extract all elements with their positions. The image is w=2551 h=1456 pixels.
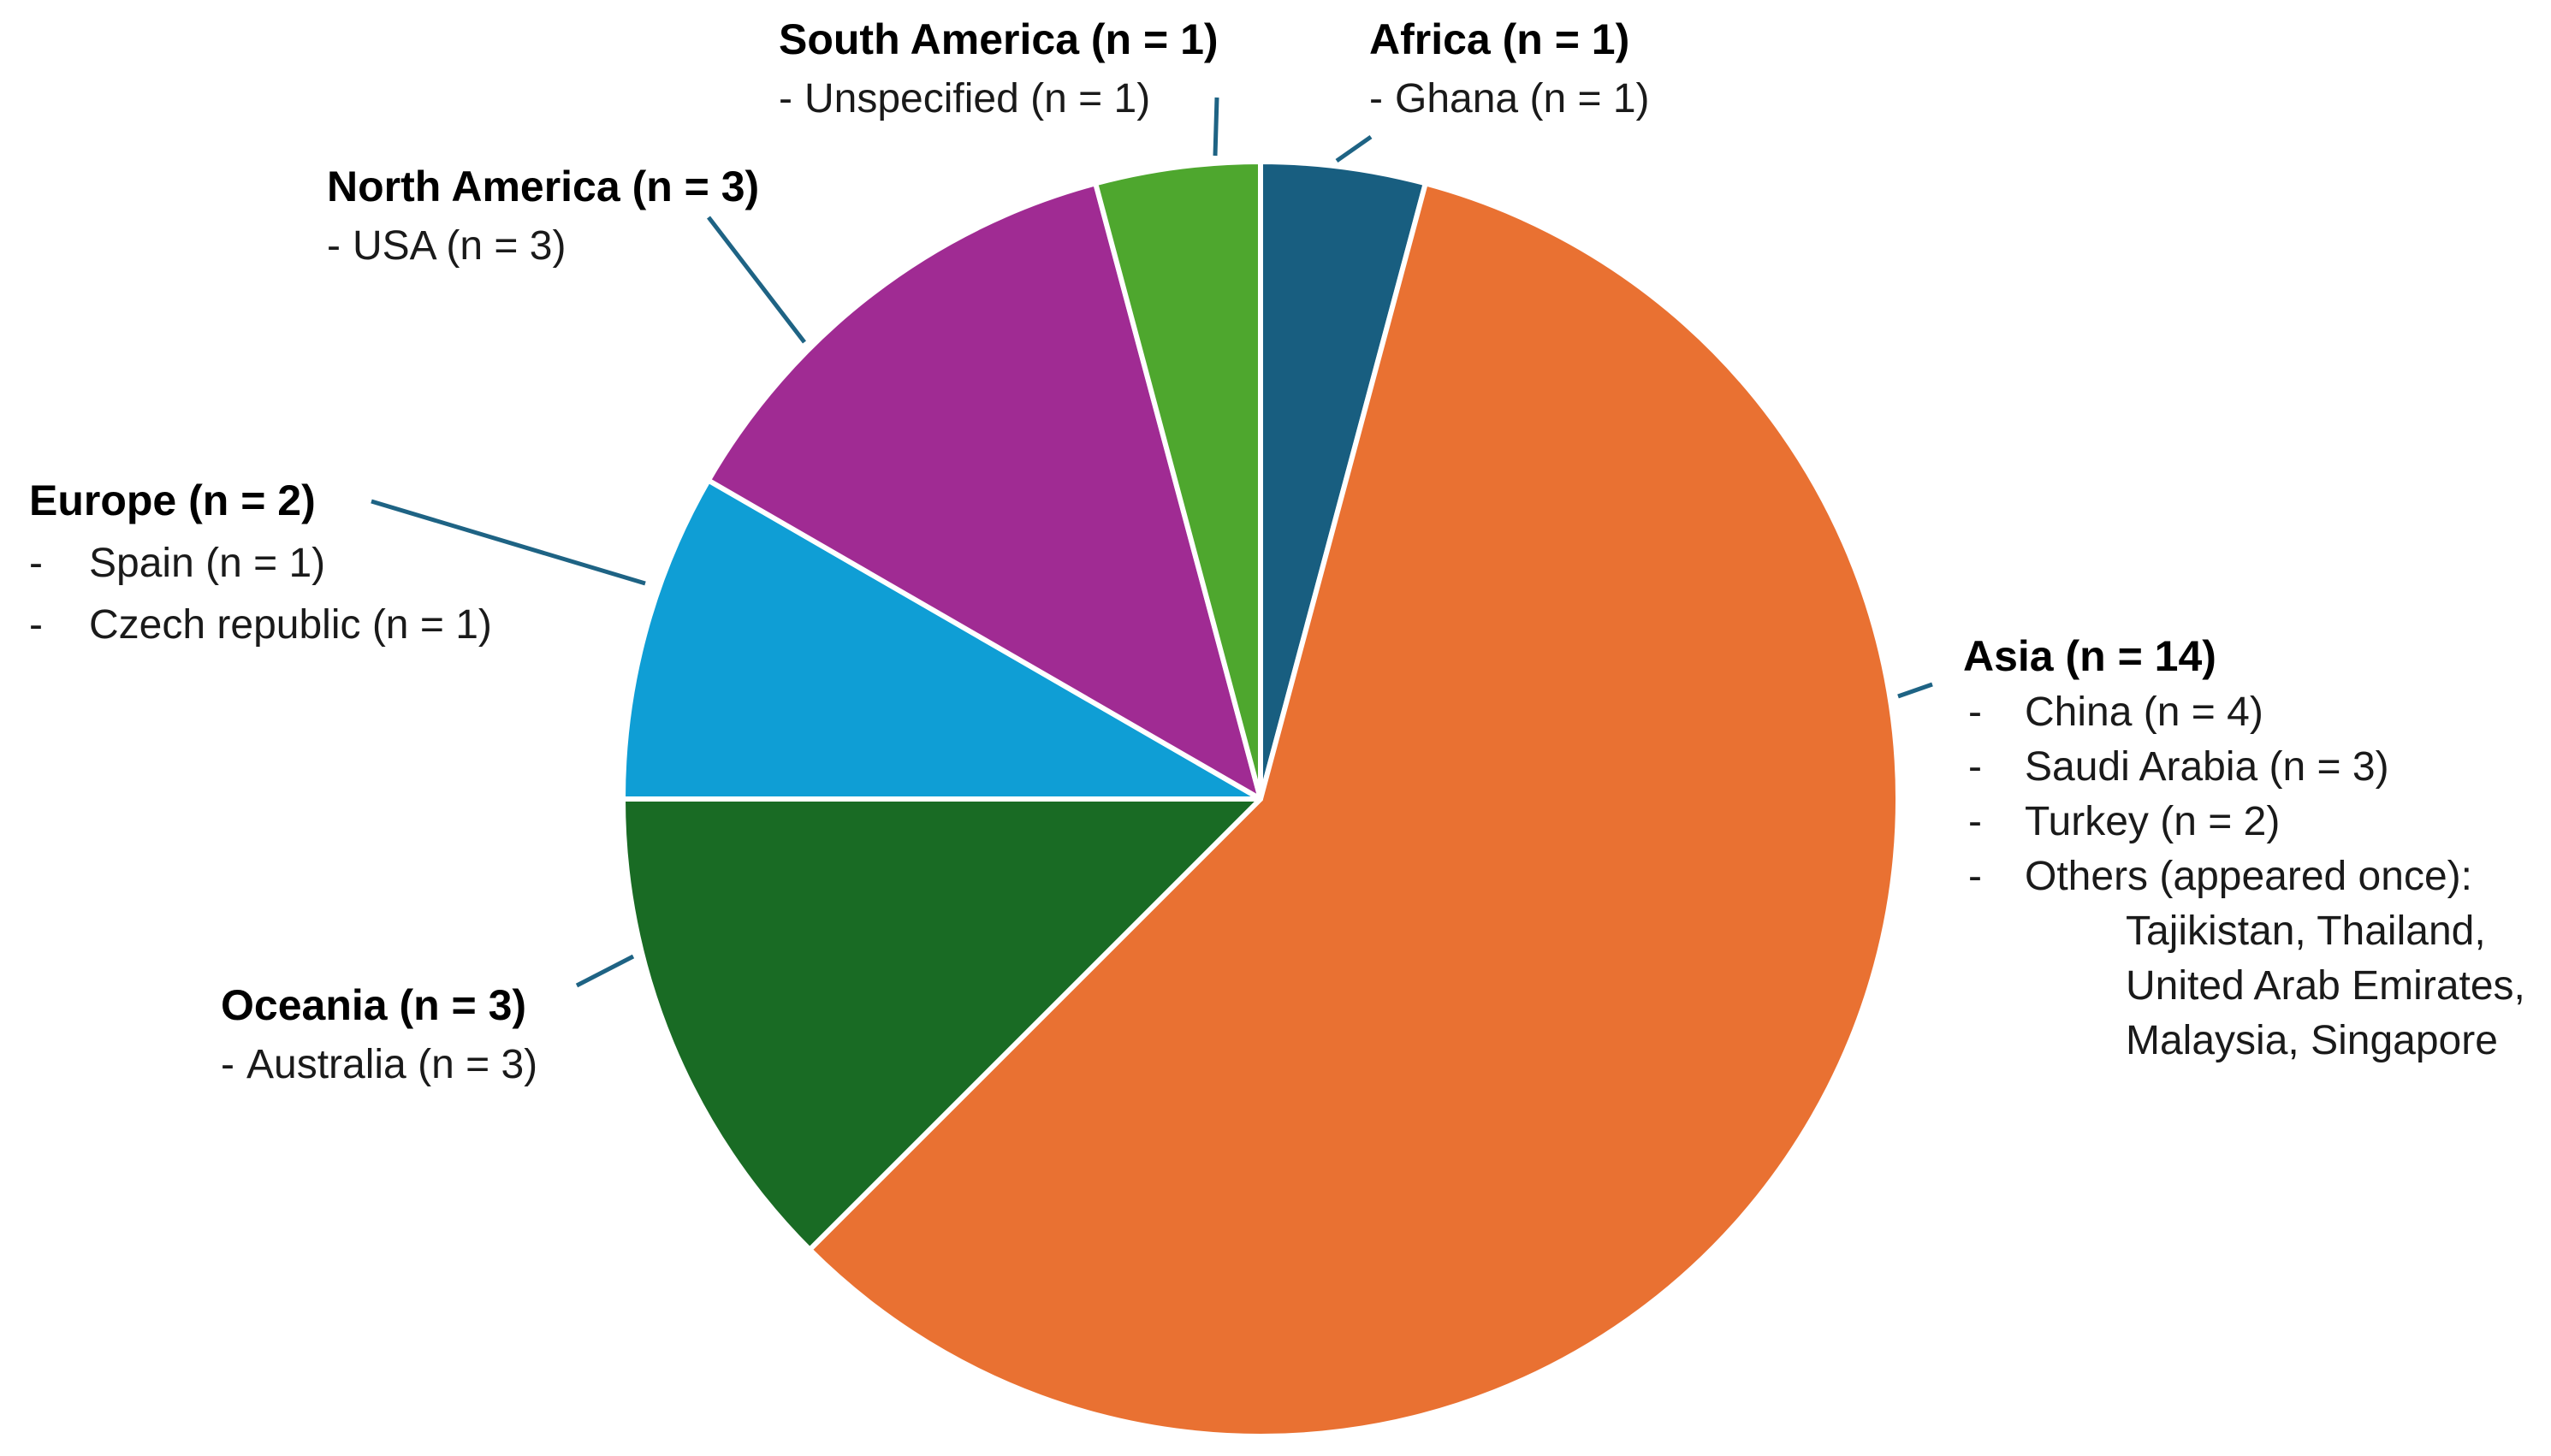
label-line-europe: Czech republic (n = 1) [89,602,492,648]
label-dash: - [327,223,341,269]
label-dash: - [29,541,43,586]
label-line-asia: United Arab Emirates, [2126,963,2525,1009]
label-line-asia: Others (appeared once): [2025,854,2472,899]
label-title-north-america: North America (n = 3) [327,163,759,210]
pie-slice-asia [807,181,1901,1440]
label-dash: - [29,602,43,648]
label-europe: Europe (n = 2)- Spain (n = 1)- Czech repub… [29,476,492,648]
label-dash: - [1968,799,1982,844]
label-line-africa: Ghana (n = 1) [1395,76,1650,121]
pie-slices [620,159,1901,1440]
pie-slice-north-america [705,181,1263,802]
leader-line-europe [371,499,646,586]
leader-line-south-america [1213,97,1219,157]
label-title-oceania: Oceania (n = 3) [221,981,526,1029]
label-title-south-america: South America (n = 1) [779,15,1219,63]
label-oceania: Oceania (n = 3) - Australia (n = 3) [221,981,537,1087]
label-title-europe: Europe (n = 2) [29,476,316,524]
label-dash: - [1968,690,1982,735]
label-line-north-america: USA (n = 3) [353,223,566,269]
label-north-america: North America (n = 3) - USA (n = 3) [327,163,759,269]
leader-line-africa [1335,134,1373,163]
label-line-europe: Spain (n = 1) [89,541,325,586]
label-line-asia: Saudi Arabia (n = 3) [2025,744,2389,790]
leader-lines [371,97,1933,988]
label-dash: - [1968,744,1982,790]
label-line-asia: Malaysia, Singapore [2126,1018,2498,1063]
pie-slice-south-america [1093,159,1263,802]
label-dash: - [1369,76,1383,121]
label-line-asia: Tajikistan, Thailand, [2126,909,2486,954]
label-line-asia: Turkey (n = 2) [2025,799,2280,844]
leader-line-asia [1897,682,1933,699]
leader-line-north-america [707,216,806,344]
label-title-africa: Africa (n = 1) [1369,15,1629,63]
label-asia: Asia (n = 14)- China (n = 4)- Saudi Arabia… [1963,632,2525,1063]
label-south-america: South America (n = 1) - Unspecified (n = 1… [779,15,1219,121]
pie-slice-europe [620,477,1263,802]
label-line-oceania: Australia (n = 3) [246,1042,537,1087]
label-dash: - [779,76,792,121]
label-line-south-america: Unspecified (n = 1) [804,76,1150,121]
leader-line-oceania [575,954,635,988]
label-africa: Africa (n = 1) - Ghana (n = 1) [1369,15,1650,121]
pie-slice-oceania [620,796,1263,1252]
label-dash: - [1968,854,1982,899]
label-line-asia: China (n = 4) [2025,690,2263,735]
slice-labels: Africa (n = 1)- Ghana (n = 1)Asia (n = 14… [29,15,2525,1087]
label-title-asia: Asia (n = 14) [1963,632,2216,680]
label-dash: - [221,1042,234,1087]
